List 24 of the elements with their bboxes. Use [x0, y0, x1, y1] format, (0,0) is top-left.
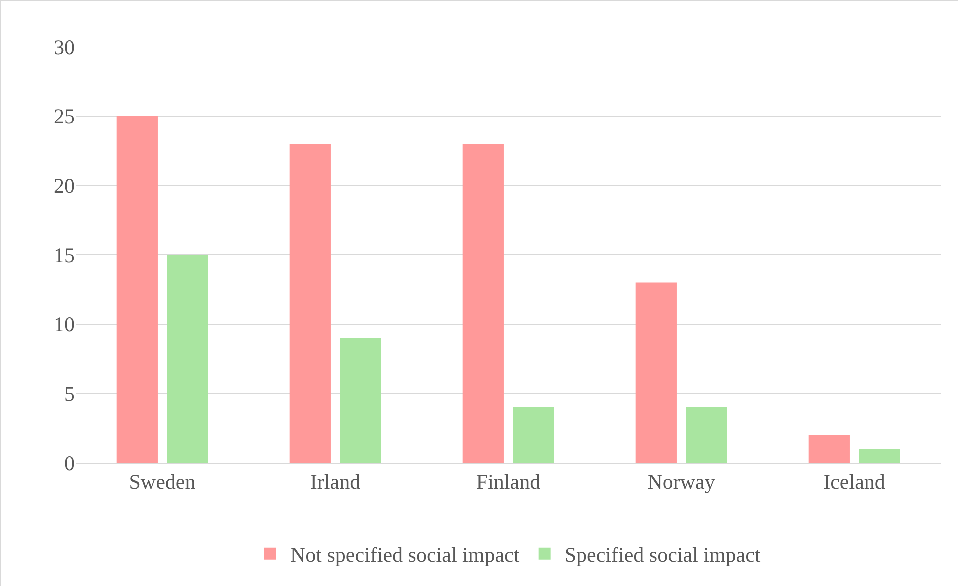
x-tick-label: Norway: [648, 470, 716, 494]
y-tick-label: 30: [54, 35, 75, 60]
bar: [859, 449, 900, 463]
bar: [116, 116, 158, 463]
bar: [462, 144, 504, 463]
x-tick-label: Sweden: [129, 470, 196, 494]
bar: [340, 338, 382, 463]
y-tick-label: 15: [54, 243, 75, 268]
legend-label: Specified social impact: [564, 543, 761, 568]
y-tick-label: 5: [64, 382, 75, 406]
y-tick-label: 0: [64, 451, 75, 476]
y-tick-label: 20: [54, 174, 75, 198]
y-tick-label: 10: [54, 312, 75, 337]
y-tick-label: 25: [54, 104, 75, 129]
x-tick-label: Finland: [476, 470, 542, 494]
x-tick-label: Iceland: [824, 470, 886, 494]
bar: [686, 408, 728, 463]
bar: [167, 255, 208, 463]
bar: [513, 408, 554, 463]
bar: [636, 282, 677, 463]
bar: [290, 144, 331, 463]
x-tick-label: Irland: [310, 470, 362, 494]
bar: [808, 435, 850, 463]
legend-label: Not specified social impact: [290, 543, 520, 568]
